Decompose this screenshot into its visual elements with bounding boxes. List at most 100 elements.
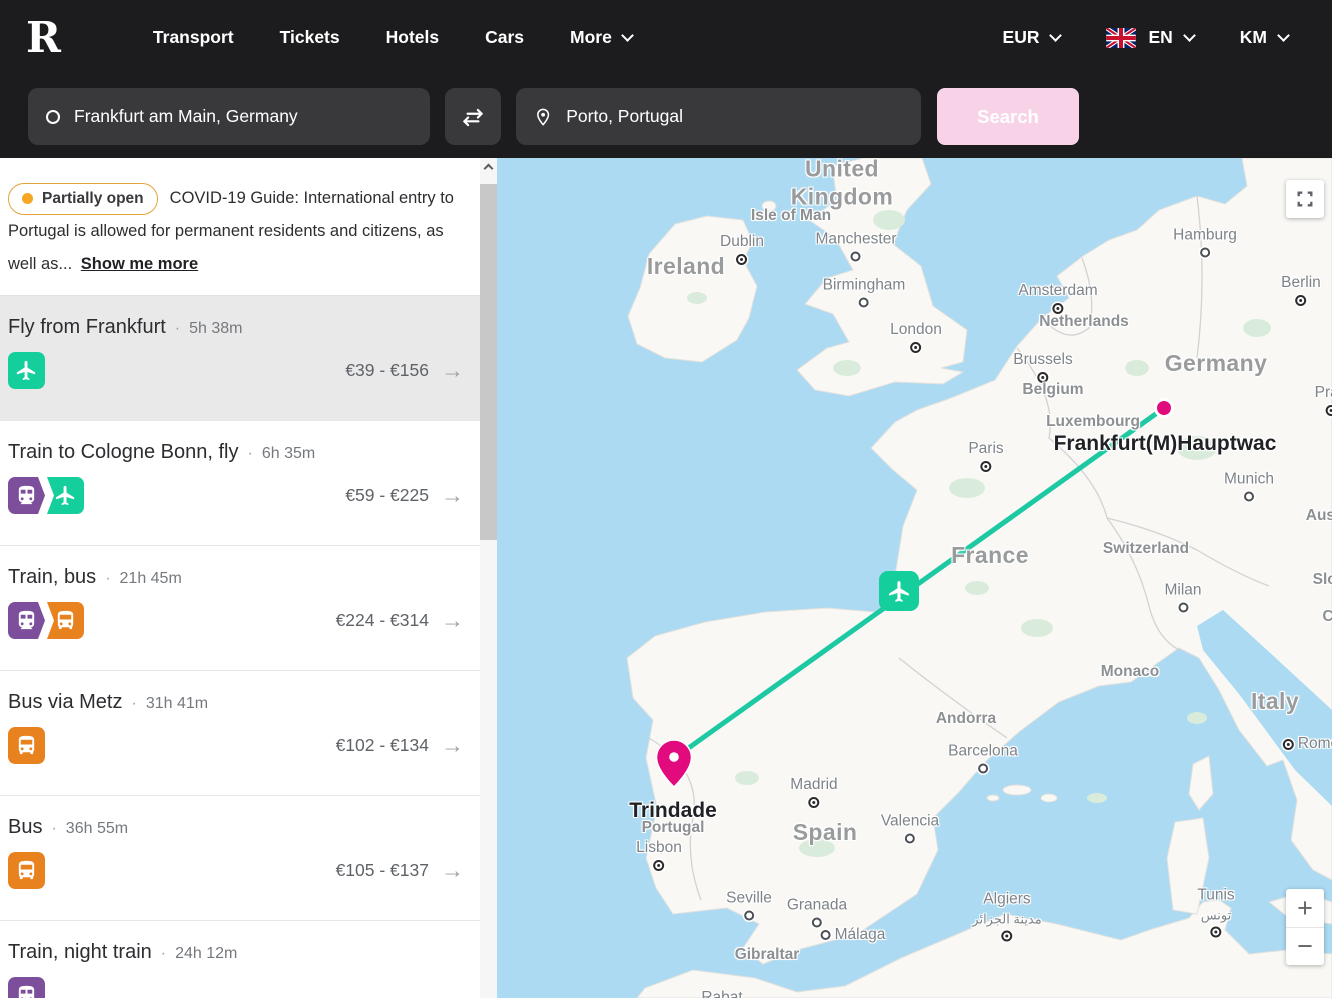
nav-more-button[interactable]: More [570, 27, 634, 48]
route-title: Train, night train [8, 941, 152, 963]
covid-notice: Partially open COVID-19 Guide: Internati… [0, 158, 480, 296]
landmass-ireland [627, 215, 758, 363]
covid-show-more-link[interactable]: Show me more [80, 255, 199, 273]
units-selector[interactable]: KM [1239, 27, 1290, 48]
route-duration: 5h 38m [175, 320, 242, 338]
bus-icon [8, 727, 45, 764]
language-label: EN [1148, 27, 1173, 47]
map-zoom-control: + − [1286, 889, 1324, 965]
chevron-down-icon [1277, 28, 1290, 42]
covid-badge-label: Partially open [42, 190, 144, 208]
route-option-row[interactable]: Train to Cologne Bonn, fly 6h 35m €59 - … [0, 421, 480, 546]
plane-icon [47, 477, 84, 514]
language-selector[interactable]: EN [1106, 27, 1196, 48]
route-mode-icons [8, 977, 45, 998]
route-duration: 36h 55m [51, 820, 128, 838]
uk-flag-icon [1106, 27, 1137, 48]
currency-label: EUR [1002, 27, 1040, 47]
currency-selector[interactable]: EUR [1002, 27, 1063, 48]
search-button[interactable]: Search [937, 88, 1079, 145]
arrow-right-icon: → [441, 607, 464, 633]
route-mode-icons [8, 852, 45, 889]
swap-locations-button[interactable] [445, 88, 501, 145]
route-title: Train to Cologne Bonn, fly [8, 441, 239, 463]
origin-marker [1154, 398, 1174, 418]
route-title: Train, bus [8, 566, 97, 588]
route-price: €39 - €156 → [345, 357, 464, 383]
arrow-right-icon: → [441, 732, 464, 758]
covid-status-badge: Partially open [8, 182, 158, 215]
route-line [681, 405, 1166, 755]
island-sardinia [1166, 817, 1210, 915]
route-option-row[interactable]: Fly from Frankfurt 5h 38m €39 - €156 → [0, 296, 480, 421]
results-panel: Partially open COVID-19 Guide: Internati… [0, 158, 480, 998]
island-corsica [1188, 755, 1214, 811]
chevron-down-icon [620, 28, 634, 42]
destination-field-container [516, 88, 921, 145]
route-option-row[interactable]: Bus via Metz 31h 41m €102 - €134 → [0, 671, 480, 796]
route-mode-icons [8, 352, 45, 389]
route-price: €102 - €134 → [335, 732, 464, 758]
route-price: €105 - €137 → [335, 857, 464, 883]
scroll-up-button[interactable] [480, 158, 497, 175]
nav-item-cars[interactable]: Cars [485, 27, 525, 47]
header-right-controls: EUR EN KM [1002, 27, 1290, 48]
map[interactable]: United Kingdom Isle of Man Dublin Irelan… [497, 158, 1332, 998]
origin-input[interactable] [74, 106, 412, 127]
nav-item-transport[interactable]: Transport [152, 27, 234, 47]
route-duration: 6h 35m [248, 445, 315, 463]
arrow-right-icon: → [441, 857, 464, 883]
covid-text: COVID-19 Guide: International entry to P… [8, 189, 454, 273]
route-plane-icon [879, 571, 919, 611]
map-fullscreen-button[interactable] [1286, 180, 1324, 218]
bus-icon [8, 852, 45, 889]
route-option-row[interactable]: Train, bus 21h 45m €224 - €314 → [0, 546, 480, 671]
route-title: Bus [8, 816, 43, 838]
route-mode-icons [8, 602, 84, 639]
swap-arrows-icon [463, 108, 483, 126]
route-option-row[interactable]: Train, night train 24h 12m → [0, 921, 480, 998]
main-nav: Transport Tickets Hotels Cars More [152, 27, 634, 48]
map-canvas [497, 158, 1332, 998]
zoom-in-button[interactable]: + [1286, 889, 1324, 927]
nav-more-label: More [570, 27, 612, 47]
scroll-up-icon [483, 163, 494, 174]
nav-item-tickets[interactable]: Tickets [279, 27, 340, 47]
route-option-row[interactable]: Bus 36h 55m €105 - €137 → [0, 796, 480, 921]
scrollbar-thumb[interactable] [480, 184, 497, 540]
route-price: €59 - €225 → [345, 482, 464, 508]
route-title: Bus via Metz [8, 691, 123, 713]
route-duration: 24h 12m [161, 945, 237, 963]
route-list: Fly from Frankfurt 5h 38m €39 - €156 → T… [0, 296, 480, 998]
destination-pin-marker [655, 739, 693, 789]
route-price: €224 - €314 → [335, 607, 464, 633]
zoom-out-button[interactable]: − [1286, 927, 1324, 965]
plane-icon [8, 352, 45, 389]
bus-icon [47, 602, 84, 639]
arrow-right-icon: → [441, 482, 464, 508]
destination-pin-icon [537, 108, 550, 126]
origin-circle-icon [46, 109, 60, 124]
nav-item-hotels[interactable]: Hotels [385, 27, 440, 47]
chevron-down-icon [1182, 28, 1196, 42]
origin-field-container [28, 88, 430, 145]
search-bar: Search [0, 75, 1332, 158]
top-nav-bar: R Transport Tickets Hotels Cars More EUR [0, 0, 1332, 75]
route-mode-icons [8, 477, 84, 514]
route-duration: 21h 45m [105, 570, 182, 588]
rome2rio-logo[interactable]: R [26, 12, 61, 62]
train-icon [8, 977, 45, 998]
train-icon [8, 602, 45, 639]
units-label: KM [1239, 27, 1267, 47]
chevron-down-icon [1049, 28, 1063, 42]
route-title: Fly from Frankfurt [8, 316, 166, 338]
panel-scrollbar[interactable] [480, 158, 497, 998]
route-mode-icons [8, 727, 45, 764]
route-duration: 31h 41m [131, 695, 208, 713]
fullscreen-icon [1297, 191, 1313, 207]
status-dot-icon [22, 193, 33, 205]
train-icon [8, 477, 45, 514]
destination-input[interactable] [566, 106, 903, 127]
content-area: Partially open COVID-19 Guide: Internati… [0, 158, 1332, 998]
